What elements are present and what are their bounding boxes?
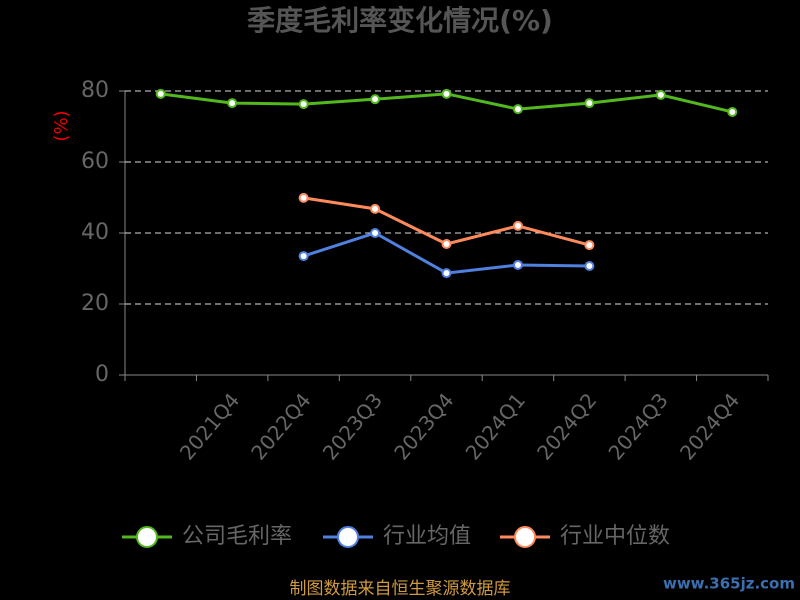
data-point — [727, 106, 738, 117]
series-line — [303, 196, 590, 247]
y-tick-label: 80 — [81, 78, 109, 103]
data-point — [370, 94, 381, 105]
y-tick-label: 20 — [81, 291, 109, 316]
legend-label: 行业均值 — [383, 524, 471, 549]
y-axis-label: (%) — [51, 110, 72, 141]
x-tick-label: 2022Q4 — [246, 388, 315, 464]
data-point — [584, 261, 595, 272]
x-tick-label: 2024Q3 — [603, 388, 672, 464]
y-tick-label: 0 — [95, 362, 109, 387]
x-tick-label: 2024Q2 — [532, 388, 601, 464]
legend-label: 公司毛利率 — [182, 524, 292, 549]
legend-label: 行业中位数 — [560, 524, 670, 549]
legend-marker — [136, 526, 158, 548]
source-note: 制图数据来自恒生聚源数据库 — [290, 579, 511, 599]
data-point — [370, 203, 381, 214]
x-tick-label: 2023Q4 — [389, 388, 458, 464]
legend-marker — [337, 526, 359, 548]
y-tick-label: 60 — [81, 149, 109, 174]
data-point — [298, 192, 309, 203]
x-tick-label: 2024Q4 — [675, 388, 744, 464]
data-point — [512, 259, 523, 270]
x-tick-label: 2023Q3 — [318, 388, 387, 464]
data-point — [298, 251, 309, 262]
y-tick-label: 40 — [81, 220, 109, 245]
x-tick-label: 2021Q4 — [175, 388, 244, 464]
data-point — [655, 89, 666, 100]
x-tick-label: 2024Q1 — [461, 388, 530, 464]
legend-marker — [514, 526, 536, 548]
data-point — [227, 98, 238, 109]
chart-title: 季度毛利率变化情况(%) — [247, 4, 553, 37]
data-point — [512, 104, 523, 115]
data-point — [584, 98, 595, 109]
data-point — [370, 228, 381, 238]
data-point — [155, 88, 166, 99]
data-point — [298, 99, 309, 110]
watermark: www.365jz.com — [663, 575, 795, 593]
data-point — [441, 239, 452, 250]
data-point — [441, 268, 452, 279]
data-point — [441, 88, 452, 99]
data-point — [584, 240, 595, 251]
data-point — [512, 220, 523, 231]
